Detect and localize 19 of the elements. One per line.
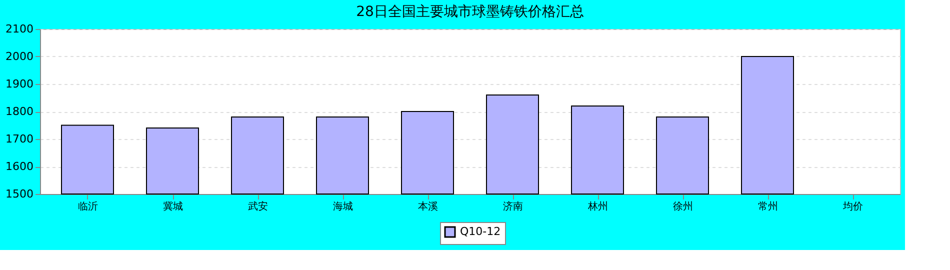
y-tick-label: 1800 — [6, 105, 34, 118]
x-tick-label: 临沂 — [78, 200, 98, 212]
x-tick-label: 武安 — [248, 200, 268, 212]
y-tick-label: 1900 — [6, 78, 34, 90]
x-tick-label: 林州 — [587, 200, 608, 212]
x-tick-label: 徐州 — [673, 200, 693, 212]
chart-title: 28日全国主要城市球墨铸铁价格汇总 — [356, 4, 584, 20]
x-tick-label: 均价 — [842, 200, 863, 212]
legend-label: Q10-12 — [460, 225, 501, 238]
x-tick-label: 本溪 — [418, 200, 438, 212]
y-tick-label: 2100 — [6, 22, 34, 36]
x-tick-label: 常州 — [758, 200, 778, 212]
x-tick-label: 济南 — [503, 200, 523, 212]
x-tick-label: 海城 — [333, 200, 353, 212]
y-tick-label: 1500 — [6, 188, 34, 200]
x-tick-label: 冀城 — [163, 200, 183, 212]
y-tick-label: 1600 — [6, 160, 34, 173]
y-tick-label: 2000 — [6, 50, 34, 63]
y-tick-label: 1700 — [6, 132, 34, 146]
